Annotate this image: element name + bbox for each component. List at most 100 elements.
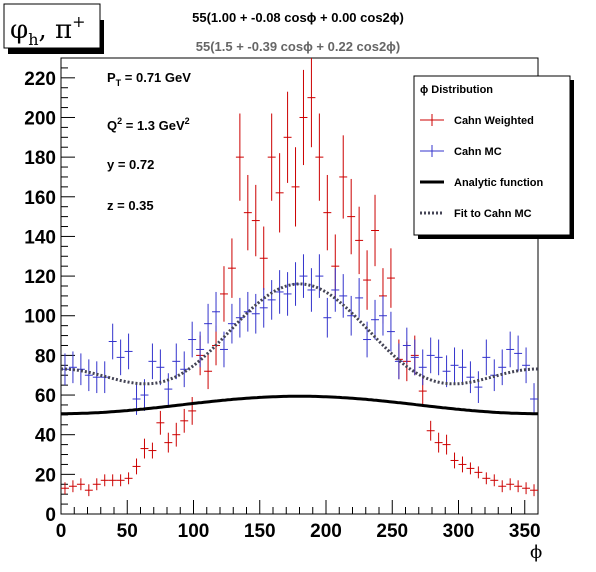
y-tick-label: 100: [24, 307, 56, 328]
cahn-weighted-point: [355, 206, 364, 275]
title-phi: φ: [10, 15, 28, 45]
cahn-weighted-point: [307, 58, 316, 148]
cahn-mc-point: [124, 333, 133, 370]
legend-label-cahn-weighted: Cahn Weighted: [454, 115, 534, 127]
cahn-weighted-point: [140, 438, 149, 459]
cahn-weighted-point: [299, 69, 308, 166]
cahn-mc-point: [323, 297, 332, 338]
cahn-weighted-point: [275, 153, 284, 233]
legend-label-fit: Fit to Cahn MC: [454, 208, 532, 220]
series-cahn-mc: [61, 254, 538, 415]
cahn-weighted-point: [220, 266, 228, 322]
cahn-weighted-point: [363, 250, 372, 310]
cahn-mc-point: [275, 270, 284, 314]
y-tick-label: 60: [35, 386, 56, 407]
cahn-mc-point: [108, 323, 117, 360]
cahn-weighted-point: [522, 482, 531, 495]
cahn-weighted-point: [124, 472, 133, 485]
cahn-weighted-point: [259, 226, 268, 290]
cahn-weighted-point: [108, 474, 117, 487]
cahn-weighted-point: [371, 194, 379, 267]
cahn-mc-point: [204, 303, 213, 344]
cahn-mc-point: [371, 299, 379, 340]
x-tick-label: 250: [376, 521, 408, 542]
cahn-mc-point: [442, 355, 451, 388]
cahn-mc-point: [180, 351, 189, 388]
cahn-weighted-point: [188, 397, 197, 425]
cahn-weighted-point: [84, 484, 93, 497]
y-tick-label: 120: [24, 267, 56, 288]
cahn-weighted-point: [291, 147, 300, 227]
cahn-mc-point: [148, 343, 157, 380]
cahn-mc-point: [482, 339, 491, 376]
x-tick-label: 300: [443, 521, 475, 542]
cahn-weighted-point: [227, 238, 236, 298]
cahn-weighted-point: [148, 442, 157, 459]
cahn-weighted-point: [61, 482, 69, 495]
cahn-weighted-point: [474, 466, 483, 479]
cahn-weighted-point: [156, 410, 165, 435]
x-tick-label: 0: [56, 521, 67, 542]
cahn-mc-point: [410, 339, 419, 376]
cahn-mc-point: [434, 339, 443, 376]
y-tick-label: 200: [24, 108, 56, 129]
annotation-z: z = 0.35: [107, 198, 154, 213]
cahn-weighted-point: [235, 113, 244, 201]
y-tick-label: 220: [24, 69, 56, 90]
cahn-mc-point: [196, 331, 205, 368]
cahn-weighted-point: [68, 480, 77, 493]
cahn-weighted-point: [283, 91, 292, 183]
cahn-weighted-point: [514, 480, 523, 493]
cahn-weighted-point: [426, 420, 435, 441]
x-axis-label: ϕ: [530, 542, 542, 563]
x-tick-label: 150: [244, 521, 276, 542]
legend-label-cahn-mc: Cahn MC: [454, 146, 502, 158]
cahn-weighted-point: [92, 478, 101, 491]
cahn-mc-point: [92, 361, 101, 394]
cahn-mc-point: [235, 297, 244, 338]
curve-fit-to-cahn-mc: [61, 282, 538, 386]
curve-analytic-function: [61, 394, 538, 416]
cahn-weighted-point: [482, 472, 491, 485]
cahn-mc-point: [259, 287, 268, 328]
cahn-mc-point: [220, 331, 228, 368]
fit-label-analytic: 55(1.00 + -0.08 cosϕ + 0.00 cos2ϕ): [192, 10, 404, 25]
title-sup-plus: +: [72, 12, 85, 31]
cahn-mc-point: [331, 268, 340, 312]
cahn-mc-point: [450, 347, 459, 384]
y-tick-label: 20: [35, 465, 56, 486]
cahn-mc-point: [267, 280, 276, 320]
y-tick-label: 0: [45, 505, 56, 526]
cahn-weighted-point: [490, 474, 499, 487]
cahn-weighted-point: [434, 432, 443, 453]
cahn-mc-point: [172, 343, 181, 380]
cahn-mc-point: [426, 337, 435, 374]
legend-label-analytic: Analytic function: [454, 177, 544, 189]
cahn-weighted-point: [339, 135, 348, 219]
x-tick-label: 50: [117, 521, 138, 542]
cahn-mc-point: [386, 311, 395, 352]
legend-title: ϕ Distribution: [420, 84, 493, 96]
cahn-weighted-point: [442, 434, 451, 455]
axis-ticks: 0 50 100 150 200 250 300 350 0 20 40 60 80 100 120 140 1…: [24, 57, 541, 542]
cahn-mc-point: [227, 303, 236, 344]
cahn-mc-point: [522, 347, 531, 384]
cahn-weighted-point: [315, 113, 324, 201]
cahn-weighted-point: [458, 456, 467, 473]
title-sub-h: h: [28, 30, 38, 49]
annotation-q2: Q2 = 1.3 GeV2: [107, 116, 190, 133]
cahn-weighted-point: [498, 480, 507, 493]
cahn-weighted-point: [323, 174, 332, 251]
legend: ϕ Distribution Cahn Weighted Cahn MC Ana…: [413, 75, 574, 239]
cahn-mc-point: [84, 359, 93, 392]
annotation-y: y = 0.72: [107, 157, 154, 172]
annotation-pt: PT = 0.71 GeV: [107, 70, 191, 88]
fit-label-mc: 55(1.5 + -0.39 cosϕ + 0.22 cos2ϕ): [196, 39, 401, 54]
cahn-weighted-point: [204, 353, 213, 390]
cahn-weighted-point: [76, 478, 85, 491]
y-tick-label: 180: [24, 148, 56, 169]
cahn-mc-point: [466, 361, 475, 394]
y-tick-label: 80: [35, 346, 56, 367]
y-tick-label: 140: [24, 227, 56, 248]
